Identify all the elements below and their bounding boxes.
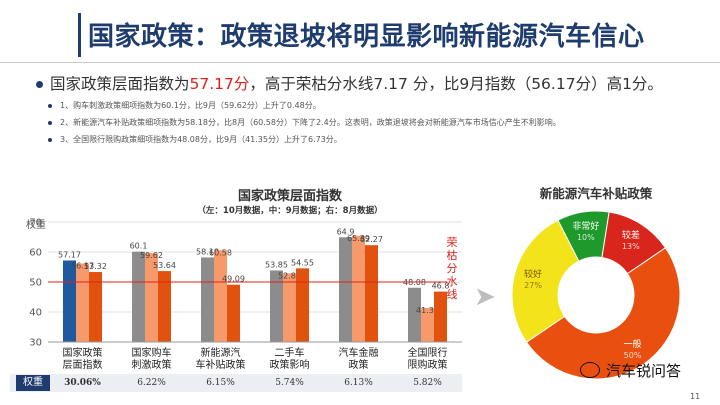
- bar-value-label: 46.8: [432, 282, 450, 291]
- x-tick-label: 限购政策: [408, 358, 448, 371]
- bullet-item: 3、全国限行限购政策细项指数为48.08分，比9月（41.35分）上升了6.73…: [48, 134, 342, 145]
- bar: [145, 253, 158, 342]
- y-tick-label: 60: [29, 248, 42, 259]
- wechat-icon: [580, 362, 600, 378]
- x-tick-label: 车补贴政策: [196, 358, 246, 371]
- weight-value: 5.74%: [275, 378, 304, 388]
- x-tick-label: 刺激政策: [132, 358, 172, 371]
- x-tick-label: 层面指数: [63, 358, 103, 371]
- bullet-dot-icon: [48, 137, 52, 142]
- donut-slice-value: 50%: [624, 351, 642, 360]
- y-axis-label: 权重: [26, 218, 46, 231]
- bar-value-label: 54.55: [291, 258, 314, 267]
- bar-value-label: 58.18: [196, 247, 219, 256]
- bar-chart-title: 国家政策层面指数: [238, 188, 343, 204]
- bar: [339, 237, 352, 342]
- threshold-label-char: 枯: [447, 248, 458, 262]
- weights-label: 权重: [16, 375, 50, 391]
- threshold-label-char: 荣: [447, 236, 458, 249]
- x-tick-label: 全国限行: [408, 346, 448, 359]
- page-title: 国家政策：政策退坡将明显影响新能源汽车信心: [88, 22, 645, 52]
- headline: 国家政策层面指数为57.17分，高于荣枯分水线7.17 分，比9月指数（56.1…: [36, 72, 663, 94]
- bullet-dot-icon: [36, 81, 43, 88]
- donut-slice-value: 27%: [524, 281, 542, 290]
- bar-value-label: 53.32: [84, 262, 107, 271]
- bar: [434, 291, 447, 342]
- bar: [214, 250, 227, 342]
- x-tick-label: 国家政策: [63, 346, 103, 359]
- threshold-label-char: 分: [447, 262, 458, 275]
- headline-before: 国家政策层面指数为: [50, 75, 190, 93]
- bar: [158, 271, 171, 342]
- x-tick-label: 政策影响: [270, 358, 310, 371]
- threshold-label-char: 线: [447, 287, 458, 301]
- title-divider: [0, 62, 720, 63]
- bar-value-label: 53.85: [265, 260, 288, 269]
- bar-value-label: 62.27: [360, 235, 383, 244]
- arrow-right-icon: ➤: [474, 282, 496, 312]
- donut-slice-label: 非常好: [572, 220, 599, 232]
- weight-value: 6.22%: [137, 378, 166, 388]
- x-tick-label: 二手车: [275, 346, 305, 359]
- headline-highlight: 57.17分: [189, 75, 250, 93]
- bullet-item: 2、新能源汽车补贴政策细项指数为58.18分，比8月（60.58分）下降了2.4…: [48, 117, 561, 128]
- bar-value-label: 49.09: [222, 275, 245, 284]
- bar: [408, 287, 421, 342]
- y-tick-label: 70: [29, 218, 42, 229]
- bar-value-label: 52.88: [278, 271, 301, 280]
- x-tick-label: 汽车金融: [339, 346, 379, 359]
- donut-slice-label: 较差: [622, 229, 640, 241]
- weight-value: 6.13%: [344, 378, 373, 388]
- bar: [352, 235, 365, 342]
- bar: [227, 284, 240, 342]
- bar-value-label: 60.58: [209, 248, 232, 257]
- threshold-label-char: 水: [447, 275, 458, 288]
- headline-after: ，高于荣枯分水线7.17 分，比9月指数（56.17分）高1分。: [249, 75, 663, 93]
- y-tick-label: 50: [29, 278, 42, 289]
- bar: [270, 270, 283, 342]
- bar-chart-subtitle: （左：10月数据，中：9月数据；右：8月数据）: [197, 205, 382, 216]
- title-accent-bar: [78, 13, 81, 57]
- bar-value-label: 56.17: [71, 261, 94, 270]
- donut-slice-label: 较好: [524, 268, 542, 280]
- bar-value-label: 59.62: [140, 251, 163, 260]
- bar: [89, 272, 102, 342]
- bar-value-label: 64.9: [337, 227, 355, 236]
- weight-value: 30.06%: [64, 378, 101, 388]
- bar-value-label: 60.1: [130, 242, 148, 251]
- bullet-item: 1、购车刺激政策细项指数为60.1分，比9月（59.62分）上升了0.48分。: [48, 100, 321, 111]
- bullet-dot-icon: [48, 103, 52, 108]
- donut-slice-value: 10%: [577, 233, 595, 242]
- donut-slice: [511, 219, 580, 343]
- weight-value: 5.82%: [413, 378, 442, 388]
- bar: [132, 251, 145, 342]
- bullet-dot-icon: [48, 120, 52, 125]
- bar-value-label: 53.64: [153, 261, 176, 270]
- page-number: 11: [690, 392, 701, 401]
- x-tick-label: 新能源汽: [201, 346, 241, 359]
- donut-slice-label: 一般: [624, 338, 642, 350]
- wechat-watermark: 汽车锐问答: [580, 360, 681, 381]
- weights-strip: [10, 374, 462, 392]
- x-tick-label: 国家购车: [132, 346, 172, 359]
- bar: [283, 273, 296, 342]
- weight-value: 6.15%: [206, 378, 235, 388]
- donut-slice-value: 13%: [622, 242, 640, 251]
- donut-chart-title: 新能源汽车补贴政策: [540, 186, 653, 201]
- y-tick-label: 40: [29, 308, 42, 319]
- bar: [365, 245, 378, 342]
- y-tick-label: 30: [29, 338, 42, 349]
- bar: [63, 260, 76, 342]
- bar-value-label: 57.17: [58, 250, 81, 259]
- bar-value-label: 41.35: [416, 306, 439, 315]
- bar: [201, 257, 214, 342]
- bar: [296, 268, 309, 342]
- bar: [76, 263, 89, 342]
- bar: [421, 307, 434, 342]
- x-tick-label: 政策: [349, 358, 369, 371]
- donut-slice: [525, 247, 681, 380]
- bar-value-label: 65.39: [347, 234, 370, 243]
